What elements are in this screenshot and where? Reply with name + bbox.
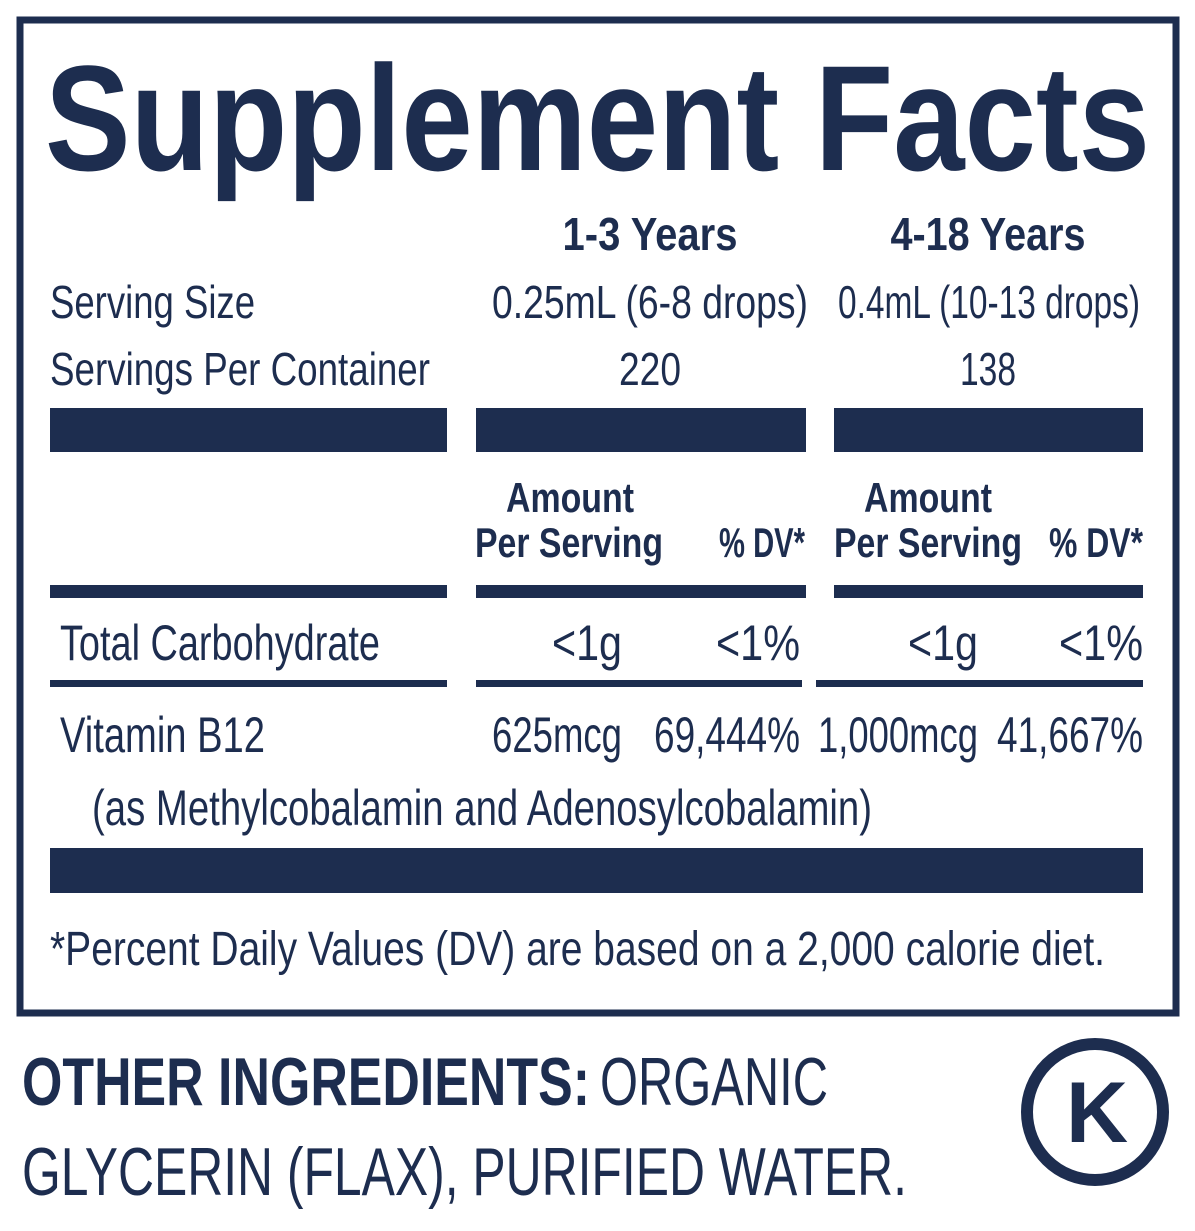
ingredients-text: ORGANIC [600, 1044, 828, 1120]
dv-header: % DV* [1049, 519, 1143, 566]
medium-rule [476, 585, 806, 598]
nutrient-dv: 69,444% [654, 707, 800, 763]
column-heading: 1-3 Years [563, 208, 738, 260]
nutrient-name: Vitamin B12 [60, 707, 265, 763]
nutrient-amount: <1g [552, 615, 622, 671]
amount-header: Per Serving [475, 519, 663, 566]
thin-rule [50, 680, 447, 687]
medium-rule [834, 585, 1143, 598]
row-label: Serving Size [50, 276, 255, 328]
nutrient-amount: 1,000mcg [818, 707, 978, 763]
servings-count: 138 [960, 343, 1016, 395]
amount-header: Amount [864, 474, 992, 521]
amount-header: Per Serving [834, 519, 1022, 566]
nutrient-name: Total Carbohydrate [60, 615, 380, 671]
thin-rule [476, 680, 802, 687]
ingredients-text: GLYCERIN (FLAX), PURIFIED WATER. [22, 1134, 907, 1210]
thick-rule [476, 408, 806, 452]
thick-rule [50, 848, 1143, 893]
nutrient-amount: 625mcg [492, 707, 622, 763]
thick-rule [834, 408, 1143, 452]
nutrient-dv: 41,667% [997, 707, 1143, 763]
facts-border [16, 16, 1180, 1017]
nutrient-dv: <1% [716, 615, 800, 671]
amount-header: Amount [506, 474, 634, 521]
nutrient-amount: <1g [908, 615, 978, 671]
thin-rule [816, 680, 1143, 687]
footnote: *Percent Daily Values (DV) are based on … [50, 923, 1105, 976]
dv-header: % DV* [719, 519, 805, 566]
serving-size: 0.4mL (10-13 drops) [838, 276, 1140, 328]
column-heading: 4-18 Years [891, 208, 1086, 260]
nutrient-note: (as Methylcobalamin and Adenosylcobalami… [92, 780, 872, 836]
thick-rule [50, 408, 447, 452]
medium-rule [50, 585, 447, 598]
kosher-circle [1021, 1038, 1169, 1186]
title: Supplement Facts [45, 34, 1150, 202]
ingredients-label: OTHER INGREDIENTS: [22, 1044, 590, 1120]
nutrient-dv: <1% [1059, 615, 1143, 671]
row-label: Servings Per Container [50, 343, 430, 395]
serving-size: 0.25mL (6-8 drops) [492, 276, 808, 328]
servings-count: 220 [619, 343, 681, 395]
kosher-mark: K [1066, 1065, 1128, 1161]
